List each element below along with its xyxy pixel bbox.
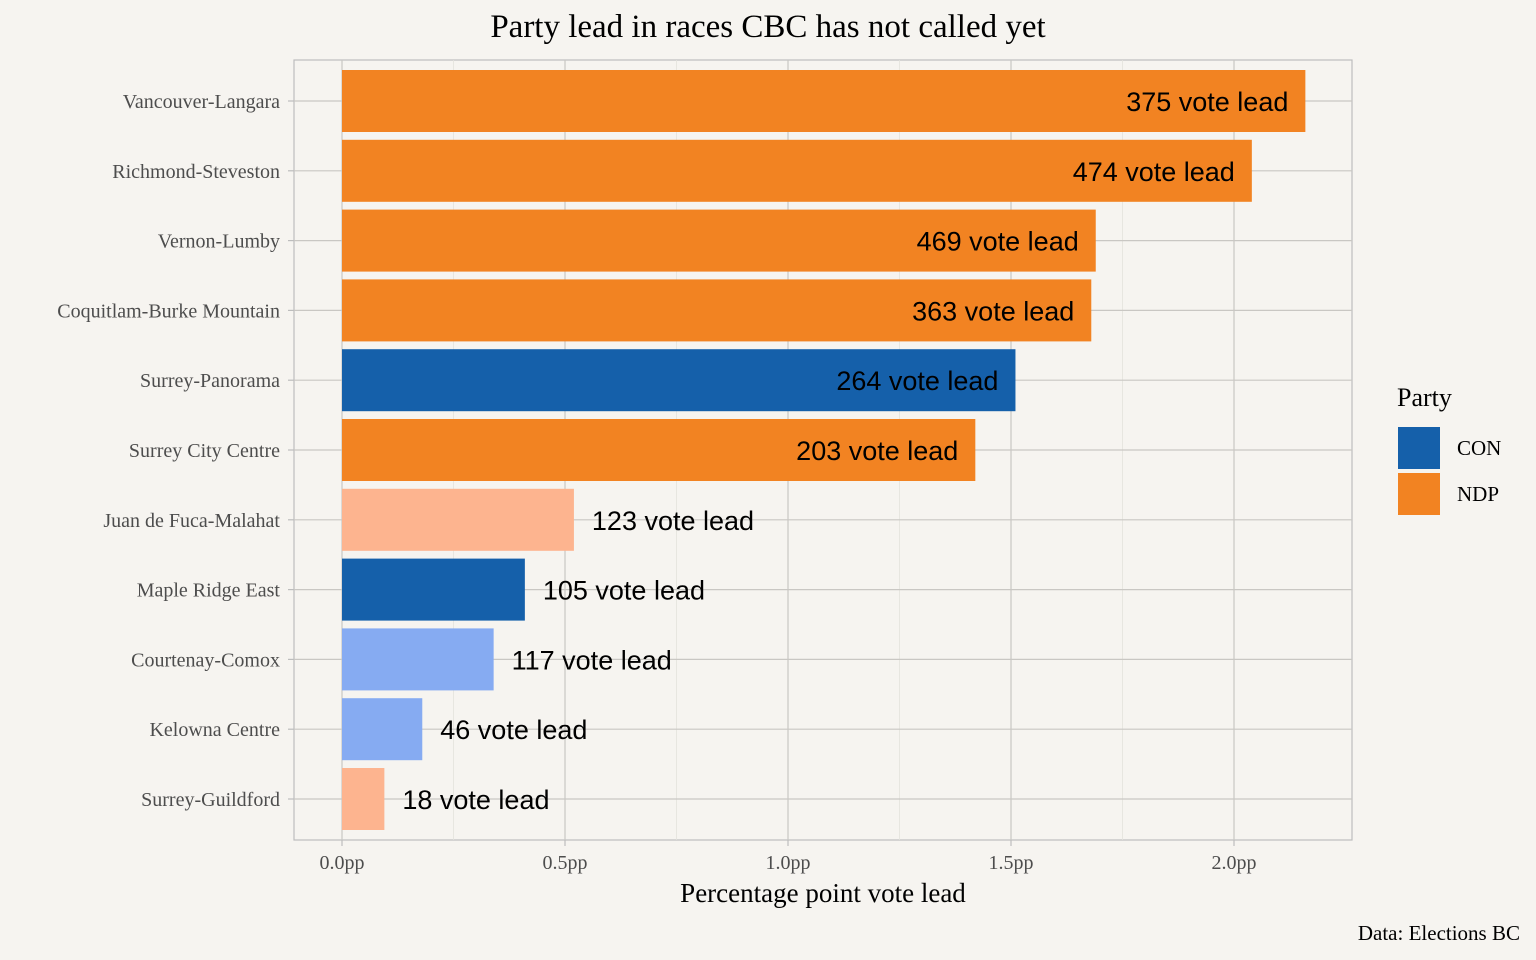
bar-data-label: 375 vote lead [1126,87,1288,117]
bar [342,768,385,830]
category-label: Vernon-Lumby [158,231,280,253]
category-label: Surrey-Panorama [140,370,280,392]
bar [342,628,494,691]
bar-data-label: 123 vote lead [592,506,754,536]
legend-label: CON [1457,436,1501,460]
category-label: Coquitlam-Burke Mountain [57,300,280,322]
chart-title: Party lead in races CBC has not called y… [490,9,1045,45]
bar-data-label: 469 vote lead [917,227,1079,257]
bar-data-label: 117 vote lead [512,645,672,675]
bar [342,349,1016,412]
category-label: Maple Ridge East [137,580,281,602]
legend-label: NDP [1457,482,1499,506]
bar [342,209,1096,272]
bar [342,139,1252,202]
legend-title: Party [1397,383,1452,412]
x-tick-label: 1.0pp [766,852,811,874]
category-label: Juan de Fuca-Malahat [103,510,280,532]
x-axis-ticks: 0.0pp 0.5pp 1.0pp 1.5pp 2.0pp [288,100,1257,874]
x-tick-label: 2.0pp [1212,852,1257,874]
bar [342,419,976,481]
x-tick-label: 1.5pp [989,852,1034,874]
x-tick-label: 0.0pp [320,852,365,874]
category-label: Kelowna Centre [149,719,280,741]
bar-data-label: 203 vote lead [796,436,958,466]
bar [342,70,1306,132]
x-axis-title: Percentage point vote lead [680,878,966,908]
bar-data-label: 105 vote lead [543,576,705,606]
bar-data-label: 363 vote lead [912,296,1074,326]
legend-swatch [1398,427,1440,469]
category-label: Courtenay-Comox [131,649,280,671]
bar-data-label: 474 vote lead [1073,157,1235,187]
bar-data-label: 46 vote lead [440,715,587,745]
category-label: Surrey City Centre [129,440,280,462]
bar-data-label: 18 vote lead [402,785,549,815]
bar [342,698,423,761]
bar [342,488,574,551]
category-label: Surrey-Guildford [141,789,280,811]
legend: Party CON NDP [1397,383,1501,515]
legend-swatch [1398,473,1440,515]
bar-labels: 375 vote lead 474 vote lead 469 vote lead 3… [402,87,1288,815]
legend-entries: CON NDP [1398,427,1501,515]
bar-data-label: 264 vote lead [836,366,998,396]
category-label: Vancouver-Langara [123,91,280,113]
category-labels: Vancouver-Langara Richmond-Steveston Verno… [57,91,280,811]
caption: Data: Elections BC [1358,921,1520,945]
category-label: Richmond-Steveston [112,161,280,183]
bar [342,558,525,621]
x-tick-label: 0.5pp [543,852,588,874]
bars [342,70,1306,830]
bar [342,279,1092,342]
